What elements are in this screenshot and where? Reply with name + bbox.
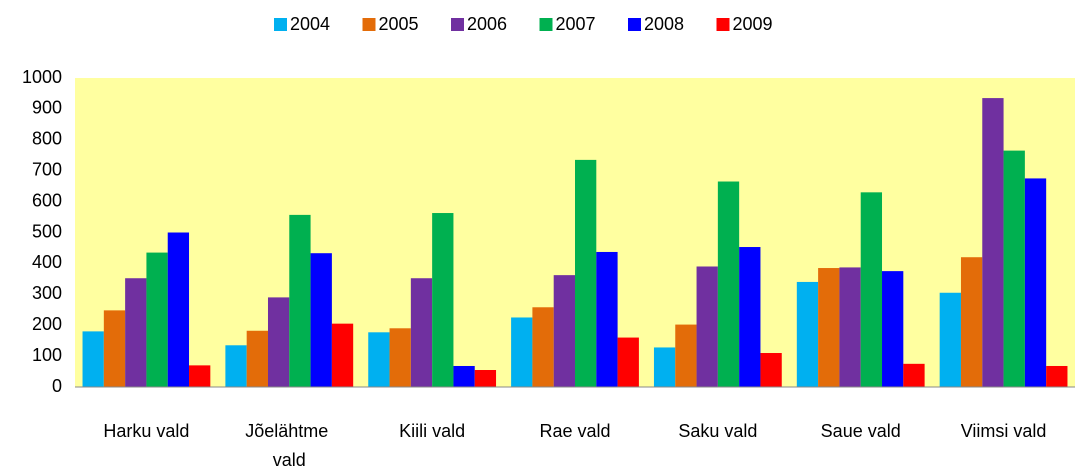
- legend-swatch: [362, 18, 376, 31]
- y-tick-label: 200: [32, 314, 62, 334]
- bar: [225, 345, 247, 387]
- bar: [453, 365, 475, 387]
- bar: [82, 331, 104, 387]
- legend-label: 2006: [467, 14, 507, 34]
- legend-label: 2007: [556, 14, 596, 34]
- bar: [189, 365, 211, 387]
- bar: [410, 278, 433, 387]
- bar: [125, 278, 147, 387]
- bar: [818, 268, 840, 387]
- y-tick-label: 1000: [22, 67, 62, 87]
- bar: [739, 247, 761, 387]
- x-tick-label: Kiili vald: [399, 421, 465, 441]
- legend-swatch: [628, 18, 641, 31]
- bar: [960, 257, 983, 387]
- bar: [596, 251, 618, 387]
- bar: [553, 275, 575, 387]
- bar: [368, 332, 390, 387]
- legend-swatch: [716, 18, 730, 31]
- bar: [1024, 178, 1047, 387]
- bar: [839, 267, 861, 387]
- bar: [860, 192, 883, 387]
- x-tick-label: Saku vald: [678, 421, 757, 441]
- x-tick-label: Rae vald: [539, 421, 610, 441]
- x-tick-label: Saue vald: [821, 421, 901, 441]
- y-tick-label: 800: [32, 129, 62, 149]
- y-tick-label: 400: [32, 252, 62, 272]
- bar: [167, 232, 190, 387]
- bar: [532, 307, 554, 387]
- legend-label: 2009: [733, 14, 773, 34]
- bar: [903, 363, 925, 387]
- bar: [246, 330, 268, 387]
- y-tick-label: 100: [32, 345, 62, 365]
- bar: [389, 328, 411, 387]
- y-tick-label: 700: [32, 159, 62, 179]
- y-tick-label: 600: [32, 190, 62, 210]
- bar: [310, 253, 332, 387]
- legend-swatch: [451, 18, 464, 31]
- bar: [717, 181, 740, 387]
- x-tick-label: Viimsi vald: [961, 421, 1047, 441]
- y-tick-label: 0: [52, 376, 62, 396]
- x-tick-label: Jõelähtme vald: [245, 421, 333, 470]
- bar: [1003, 150, 1025, 387]
- bar: [675, 324, 697, 387]
- bar: [103, 310, 126, 387]
- legend-label: 2004: [290, 14, 330, 34]
- bar: [939, 292, 961, 387]
- y-tick-label: 300: [32, 283, 62, 303]
- bar: [474, 370, 497, 387]
- y-tick-label: 500: [32, 221, 62, 241]
- bar: [511, 317, 533, 387]
- bar: [882, 271, 904, 387]
- bar: [617, 337, 639, 387]
- bar: [696, 266, 718, 387]
- legend-swatch: [539, 18, 553, 31]
- legend-swatch: [274, 18, 287, 31]
- bar: [575, 159, 597, 387]
- legend-label: 2008: [644, 14, 684, 34]
- y-tick-label: 900: [32, 98, 62, 118]
- legend-label: 2005: [379, 14, 419, 34]
- bar: [331, 323, 354, 387]
- bar: [796, 281, 819, 387]
- bar: [653, 347, 676, 387]
- bar: [982, 98, 1004, 388]
- bar: [1046, 365, 1068, 387]
- x-tick-label: Harku vald: [103, 421, 189, 441]
- bar: [760, 353, 782, 387]
- bar: [289, 214, 311, 387]
- bar: [146, 252, 168, 387]
- bar: [432, 213, 454, 387]
- bar: [267, 297, 290, 387]
